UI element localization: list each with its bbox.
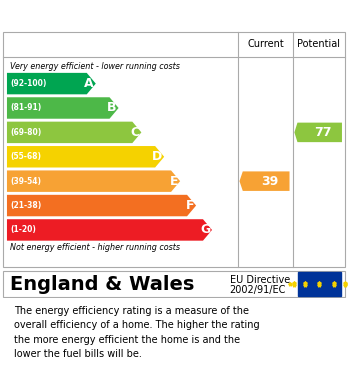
Text: E: E [170,175,179,188]
Text: (55-68): (55-68) [10,152,41,161]
Polygon shape [294,123,342,142]
Text: F: F [186,199,194,212]
Text: Not energy efficient - higher running costs: Not energy efficient - higher running co… [10,243,181,252]
Text: A: A [85,77,94,90]
Bar [298,272,341,296]
Polygon shape [7,219,212,241]
Polygon shape [7,122,141,143]
Text: (39-54): (39-54) [10,177,41,186]
Text: Potential: Potential [298,39,340,49]
Text: (21-38): (21-38) [10,201,42,210]
Text: Very energy efficient - lower running costs: Very energy efficient - lower running co… [10,62,180,71]
Text: G: G [200,223,210,237]
Text: C: C [130,126,140,139]
Text: 77: 77 [315,126,332,139]
Polygon shape [7,73,96,94]
Text: 2002/91/EC: 2002/91/EC [230,285,286,295]
Text: Energy Efficiency Rating: Energy Efficiency Rating [10,5,258,24]
Text: Current: Current [247,39,284,49]
Polygon shape [239,171,290,191]
Text: D: D [152,150,163,163]
Text: England & Wales: England & Wales [10,274,195,294]
Polygon shape [7,170,180,192]
Polygon shape [7,146,164,167]
Text: (81-91): (81-91) [10,104,42,113]
Text: (69-80): (69-80) [10,128,42,137]
Text: (1-20): (1-20) [10,226,36,235]
Text: The energy efficiency rating is a measure of the
overall efficiency of a home. T: The energy efficiency rating is a measur… [14,306,260,359]
Text: 39: 39 [261,175,278,188]
Polygon shape [7,195,196,216]
Text: (92-100): (92-100) [10,79,47,88]
Text: B: B [107,102,117,115]
Text: EU Directive: EU Directive [230,275,290,285]
Polygon shape [7,97,119,119]
